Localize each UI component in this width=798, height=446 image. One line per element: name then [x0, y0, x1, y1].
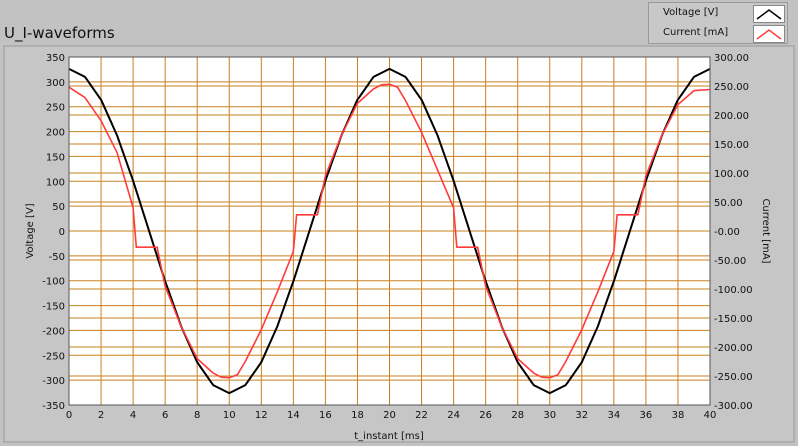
x-tick-label: 10 [223, 410, 236, 421]
grid [68, 56, 711, 406]
x-tick-label: 6 [162, 410, 168, 421]
y-left-tick-label: -200 [42, 326, 65, 337]
y-left-tick-label: 150 [46, 152, 65, 163]
x-tick-label: 30 [543, 410, 556, 421]
y-left-tick-label: -100 [42, 277, 65, 288]
y-right-tick-label: -100.00 [714, 285, 753, 296]
tick-labels: 0 2 4 6 8 10 12 14 16 18 20 22 24 26 28 30 32 34 36 38 40350… [42, 53, 752, 421]
legend: Voltage [V] Current [mA] [648, 2, 788, 44]
x-tick-label: 28 [511, 410, 524, 421]
x-tick-label: 22 [415, 410, 428, 421]
y-left-tick-label: -350 [42, 401, 65, 412]
y-left-tick-label: 300 [46, 78, 65, 89]
y-left-tick-label: 350 [46, 53, 65, 64]
y-axis-right-label: Current [mA] [760, 198, 771, 263]
y-left-tick-label: -50 [49, 252, 65, 263]
x-tick-label: 8 [194, 410, 200, 421]
x-tick-label: 12 [255, 410, 268, 421]
y-right-tick-label: -0.00 [714, 227, 740, 238]
y-axis-left-label: Voltage [V] [25, 203, 36, 258]
current-line-icon [756, 29, 782, 40]
series-lines [68, 67, 711, 395]
x-tick-label: 0 [66, 410, 72, 421]
plot-border [68, 56, 711, 406]
chart-title: U_I-waveforms [4, 24, 115, 42]
x-tick-label: 36 [640, 410, 653, 421]
legend-item-voltage: Voltage [V] [649, 3, 787, 23]
x-tick-label: 26 [479, 410, 492, 421]
y-left-tick-label: -250 [42, 351, 65, 362]
y-left-tick-label: -300 [42, 376, 65, 387]
y-right-tick-label: 300.00 [714, 53, 749, 64]
legend-swatch-current [753, 25, 785, 43]
x-tick-label: 20 [383, 410, 396, 421]
x-tick-label: 18 [351, 410, 364, 421]
x-axis-label: t_instant [ms] [354, 431, 424, 442]
x-tick-label: 24 [447, 410, 460, 421]
y-right-tick-label: -50.00 [714, 256, 746, 267]
voltage-line-icon [756, 9, 782, 20]
y-right-tick-label: -250.00 [714, 372, 753, 383]
y-right-tick-label: 100.00 [714, 169, 749, 180]
x-tick-label: 38 [672, 410, 685, 421]
legend-label-voltage: Voltage [V] [663, 7, 719, 18]
y-left-tick-label: 100 [46, 177, 65, 188]
current-series-line [68, 83, 711, 379]
y-right-tick-label: -200.00 [714, 343, 753, 354]
y-left-tick-label: 0 [59, 227, 65, 238]
y-right-tick-label: -150.00 [714, 314, 753, 325]
legend-swatch-voltage [753, 5, 785, 23]
y-left-tick-label: 200 [46, 128, 65, 139]
y-left-tick-label: 50 [52, 202, 65, 213]
x-tick-label: 40 [704, 410, 717, 421]
y-right-tick-label: 150.00 [714, 140, 749, 151]
x-tick-label: 4 [130, 410, 136, 421]
x-tick-label: 32 [575, 410, 588, 421]
y-left-tick-label: -150 [42, 302, 65, 313]
y-left-tick-label: 250 [46, 103, 65, 114]
x-tick-label: 14 [287, 410, 300, 421]
y-right-tick-label: 250.00 [714, 82, 749, 93]
legend-label-current: Current [mA] [663, 27, 729, 38]
y-right-tick-label: -300.00 [714, 401, 753, 412]
x-tick-label: 34 [607, 410, 620, 421]
y-right-tick-label: 200.00 [714, 111, 749, 122]
legend-item-current: Current [mA] [649, 23, 787, 43]
x-tick-label: 16 [319, 410, 332, 421]
x-tick-label: 2 [98, 410, 104, 421]
y-right-tick-label: 50.00 [714, 198, 743, 209]
